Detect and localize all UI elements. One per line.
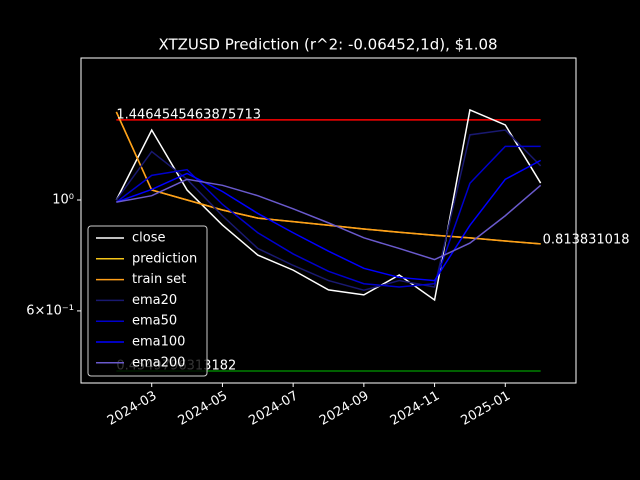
y-tick-label: 10⁰ [52, 192, 74, 207]
legend-label: ema50 [132, 314, 177, 329]
series-line [115, 111, 541, 245]
series-line [116, 178, 542, 261]
axes-frame [80, 57, 577, 384]
legend-label: ema200 [132, 355, 185, 370]
plot [115, 108, 542, 372]
legend-box [87, 225, 208, 377]
series-line [115, 145, 541, 288]
legend-label: close [132, 231, 165, 246]
legend-label: ema20 [132, 293, 177, 308]
y-tick-label: 6×10⁻¹ [26, 303, 74, 318]
legend-label: prediction [132, 251, 197, 266]
legend-label: ema100 [132, 335, 185, 350]
annotation: 0.813831018 [543, 232, 630, 247]
legend-label: train set [132, 272, 186, 287]
series-line [115, 108, 542, 302]
annotation: 1.4464545463875713 [116, 107, 261, 122]
chart-title: XTZUSD Prediction (r^2: -0.06452,1d), $1… [158, 36, 497, 54]
series-line [116, 159, 541, 282]
